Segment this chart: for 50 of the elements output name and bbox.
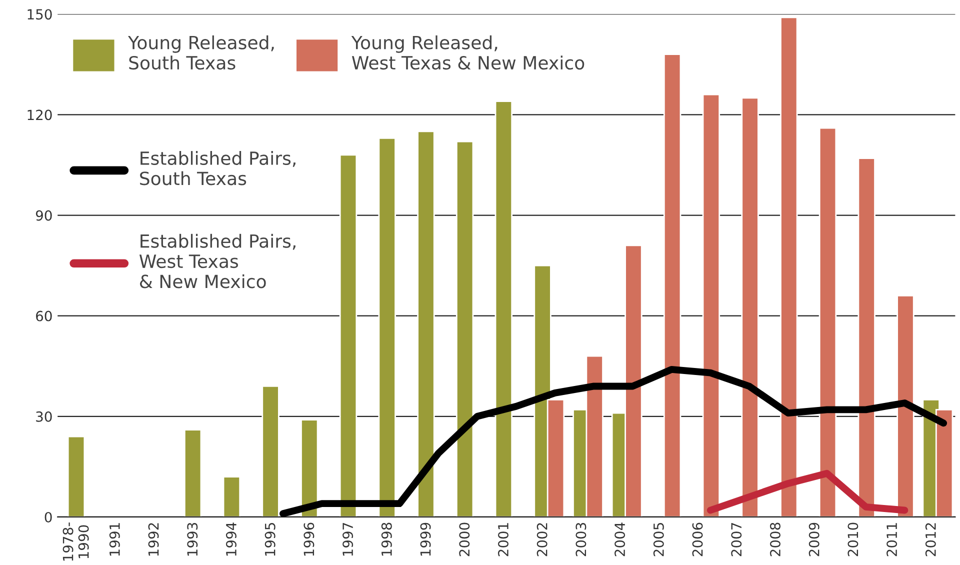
x-tick-label: 1994 <box>226 522 236 556</box>
bar <box>494 100 513 517</box>
legend-label: Young Released, South Texas <box>128 35 274 70</box>
x-tick-label: 1993 <box>187 522 198 556</box>
bar <box>300 419 318 517</box>
x-tick-label: 1995 <box>264 523 276 556</box>
bar <box>262 386 280 517</box>
x-tick-label: 1991 <box>109 523 120 556</box>
x-tick-label: 2012 <box>925 523 936 556</box>
x-tick-label: 2003 <box>576 522 586 556</box>
y-tick-label: 150 <box>28 9 52 20</box>
x-tick-label: 2007 <box>731 523 742 556</box>
x-tick-label: 2002 <box>536 523 548 556</box>
x-tick-label: 2005 <box>653 523 664 556</box>
x-tick-label: 1996 <box>304 522 314 556</box>
x-tick-label: 2009 <box>808 522 820 556</box>
legend-label: Established Pairs, South Texas <box>140 151 296 186</box>
bar <box>339 154 358 517</box>
bar <box>702 94 720 517</box>
x-tick-label: 1998 <box>381 522 392 556</box>
bar <box>456 140 474 517</box>
x-tick-label: 2004 <box>614 522 626 556</box>
x-tick-label: 1992 <box>148 523 159 556</box>
y-tick-label: 30 <box>36 411 52 422</box>
x-tick-label: 2001 <box>498 523 508 556</box>
legend-label: Young Released, West Texas & New Mexico <box>351 35 584 70</box>
x-tick-label: 1999 <box>420 522 431 556</box>
bar <box>780 16 798 517</box>
x-tick-label: 2008 <box>770 522 780 556</box>
y-tick-label: 0 <box>44 512 52 522</box>
bar <box>378 137 396 517</box>
bar <box>741 97 759 517</box>
bar <box>663 54 682 517</box>
bar <box>222 476 241 517</box>
bar <box>184 429 202 517</box>
bar <box>417 130 435 517</box>
bar <box>896 295 914 517</box>
x-tick-label: 1978- 1990 <box>62 522 89 561</box>
legend-label: Established Pairs, West Texas & New Mexico <box>139 234 296 288</box>
x-tick-label: 2010 <box>848 522 858 556</box>
x-tick-label: 2000 <box>459 522 470 556</box>
x-tick-label: 2011 <box>886 523 898 556</box>
bar <box>67 436 86 517</box>
y-tick-label: 60 <box>36 310 52 322</box>
x-tick-label: 2006 <box>692 522 703 556</box>
y-tick-label: 90 <box>36 210 52 221</box>
y-tick-label: 120 <box>28 110 52 120</box>
x-tick-label: 1997 <box>342 523 354 556</box>
bar <box>858 158 876 517</box>
bar <box>818 127 837 517</box>
